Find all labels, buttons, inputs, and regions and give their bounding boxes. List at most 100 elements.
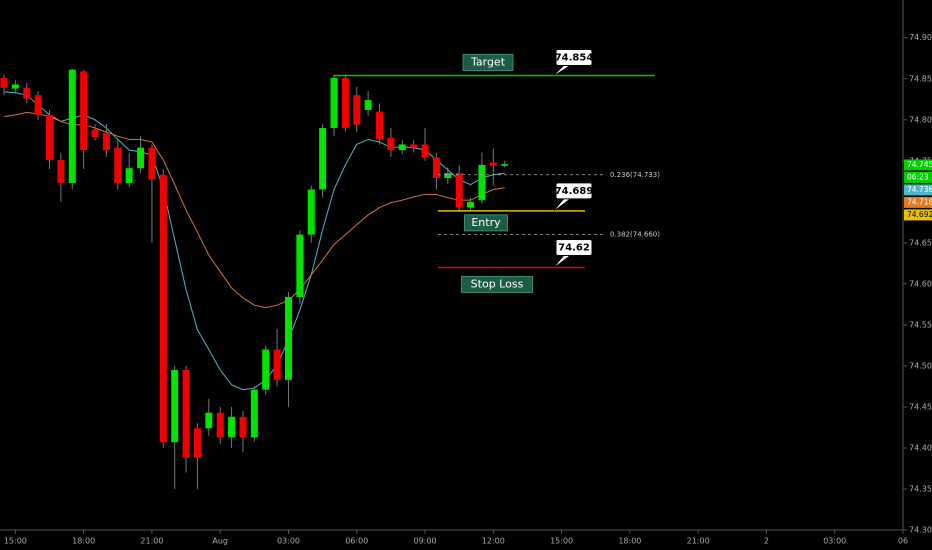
candle-body — [23, 87, 31, 99]
candle-body — [102, 132, 110, 151]
callout-box — [555, 48, 593, 66]
fib-label: 0.382(74.660) — [610, 231, 660, 239]
candle-body — [387, 137, 395, 151]
candle-body — [398, 144, 406, 151]
x-tick-label: 2 — [764, 537, 769, 546]
price-tag-label: 74.745 — [907, 160, 932, 169]
candle-body — [319, 127, 327, 190]
level-box — [464, 214, 508, 232]
candle-body — [216, 412, 224, 438]
candle-body — [421, 144, 429, 158]
candle-body — [444, 173, 452, 179]
candle-body — [0, 77, 8, 88]
callout-value: 74.854 — [555, 52, 594, 63]
candle-body — [341, 77, 349, 128]
callout-pointer — [553, 255, 571, 268]
candle-body — [80, 71, 88, 151]
candle-body — [137, 147, 145, 169]
candle-body — [11, 84, 19, 89]
candle-body — [250, 389, 258, 438]
candle-body — [353, 95, 361, 125]
level-label: Target — [470, 55, 506, 68]
x-tick-label: 21:00 — [140, 537, 163, 546]
candle-body — [307, 189, 315, 235]
price-tag — [904, 209, 932, 221]
candle-body — [501, 164, 509, 166]
y-tick-label: 74.550 — [909, 320, 932, 329]
level-label: Stop Loss — [471, 277, 524, 290]
candle-body — [205, 412, 213, 429]
x-tick-label: 18:00 — [618, 537, 641, 546]
candle-body — [193, 428, 201, 458]
candle-body — [376, 111, 384, 140]
candle-body — [284, 296, 292, 380]
y-tick-label: 74.650 — [909, 238, 932, 247]
price-tag — [904, 184, 932, 196]
x-tick-label: 09:00 — [414, 537, 437, 546]
y-tick-label: 74.500 — [909, 361, 932, 370]
callout-value: 74.62 — [558, 242, 590, 253]
y-tick-label: 74.400 — [909, 443, 932, 452]
x-tick-label: 06 — [898, 537, 908, 546]
callout-pointer — [553, 198, 571, 212]
y-tick-label: 74.450 — [909, 402, 932, 411]
candle-body — [182, 370, 190, 458]
candle-body — [159, 174, 167, 443]
candle-body — [171, 370, 179, 443]
candle-body — [68, 69, 76, 183]
callout-value: 74.689 — [555, 186, 594, 197]
candle-body — [125, 168, 133, 183]
candle-body — [478, 164, 486, 201]
candle-body — [34, 95, 42, 115]
countdown: 06:23 — [907, 172, 929, 181]
candle-body — [467, 201, 475, 208]
candle-body — [296, 234, 304, 297]
candle-body — [262, 349, 270, 390]
moving-average — [3, 111, 505, 309]
price-tag — [904, 159, 932, 171]
candle-body — [46, 114, 54, 160]
x-tick-label: 15:00 — [4, 537, 27, 546]
y-tick-label: 74.600 — [909, 279, 932, 288]
moving-average — [3, 91, 505, 391]
price-tag-label: 74.718 — [907, 197, 932, 206]
x-tick-label: 15:00 — [550, 537, 573, 546]
y-tick-label: 74.850 — [909, 74, 932, 83]
callout-pointer — [553, 65, 571, 76]
fib-label: 0.236(74.733) — [610, 171, 660, 179]
x-tick-label: Aug — [212, 537, 228, 546]
candle-body — [364, 100, 372, 110]
price-tag — [904, 196, 932, 208]
level-box — [461, 275, 533, 293]
candle-body — [330, 77, 338, 128]
price-tag-label: 74.736 — [907, 185, 932, 194]
countdown-tag — [904, 171, 932, 183]
candle-body — [410, 144, 418, 148]
x-tick-label: 03:00 — [277, 537, 300, 546]
level-label: Entry — [471, 216, 501, 229]
callout-box — [555, 238, 593, 256]
y-tick-label: 74.300 — [909, 526, 932, 535]
x-tick-label: 12:00 — [482, 537, 505, 546]
x-tick-label: 06:00 — [345, 537, 368, 546]
candle-body — [148, 147, 156, 180]
candle-body — [228, 416, 236, 438]
y-tick-label: 74.350 — [909, 484, 932, 493]
candle-body — [57, 159, 65, 183]
callout-box — [555, 182, 593, 200]
candle-body — [273, 349, 281, 380]
x-tick-label: 03:00 — [823, 537, 846, 546]
candle-body — [455, 173, 463, 208]
candle-body — [114, 147, 122, 183]
y-tick-label: 74.900 — [909, 33, 932, 42]
x-tick-label: 18:00 — [72, 537, 95, 546]
candle-body — [432, 157, 440, 179]
x-tick-label: 21:00 — [687, 537, 710, 546]
price-tag-label: 74.692 — [907, 210, 932, 219]
candle-body — [239, 416, 247, 438]
candle-body — [489, 162, 497, 166]
level-box — [462, 53, 514, 71]
y-tick-label: 74.800 — [909, 115, 932, 124]
candle-body — [91, 129, 99, 138]
